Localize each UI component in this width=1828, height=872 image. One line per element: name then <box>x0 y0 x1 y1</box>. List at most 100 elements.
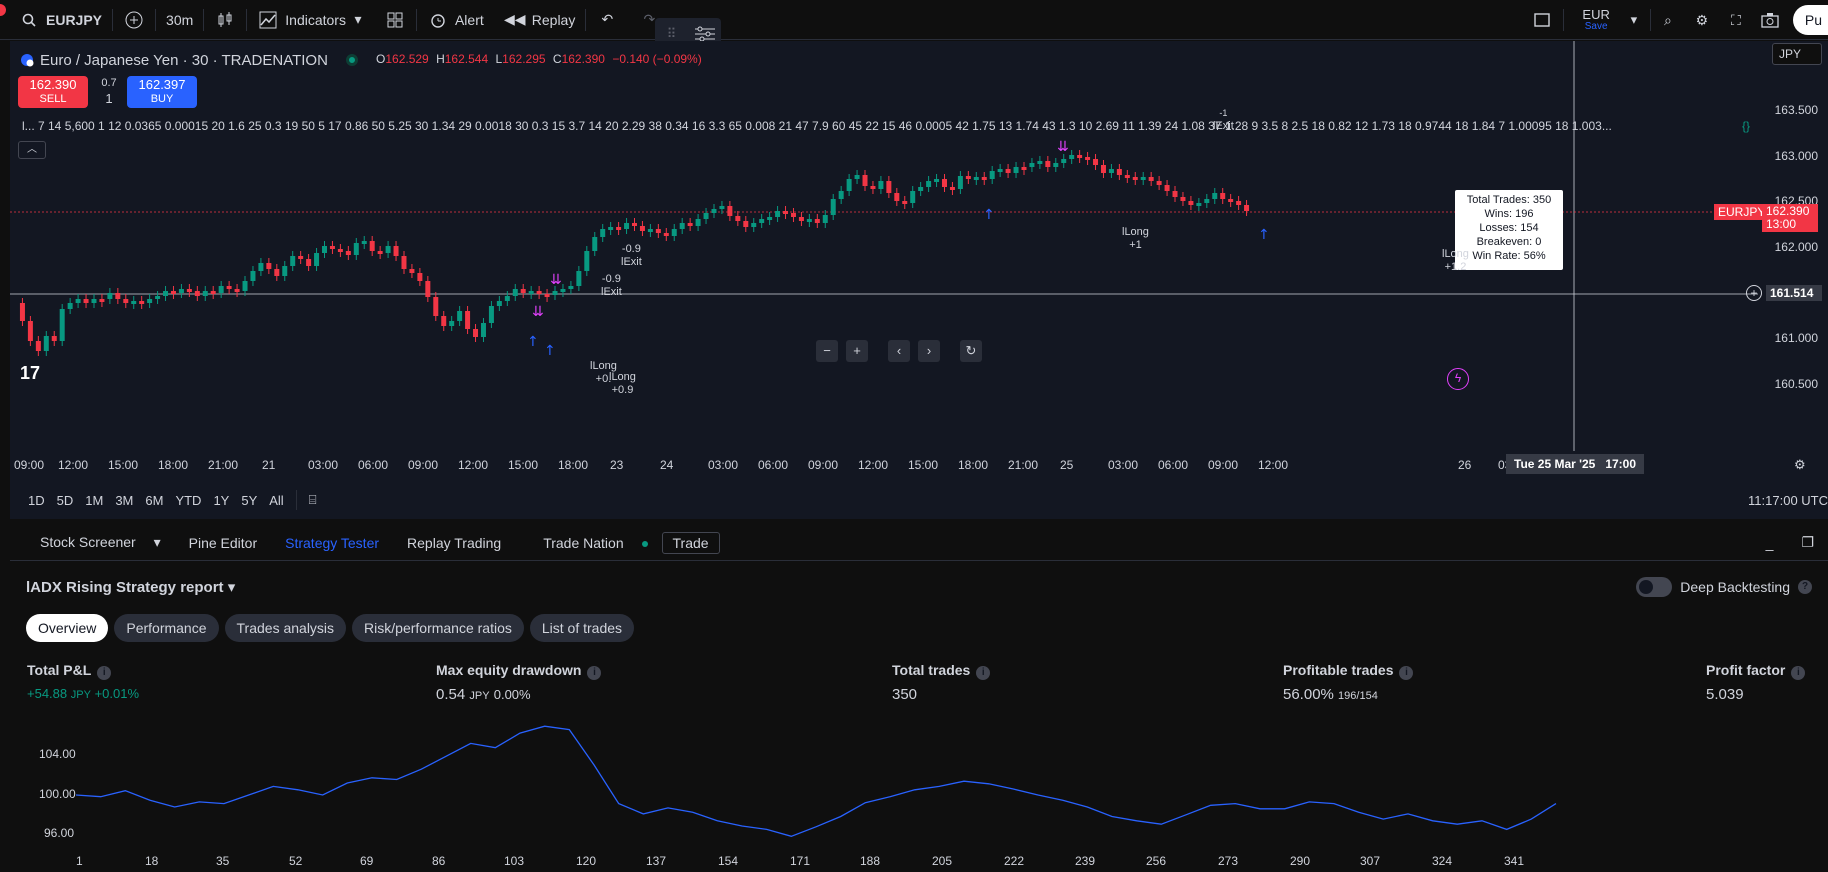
quick-search-button[interactable]: ⌕ <box>1651 0 1685 40</box>
drag-handle-icon[interactable]: ⠿ <box>666 26 677 41</box>
fullscreen-button[interactable]: ⛶ <box>1719 0 1753 40</box>
candle <box>59 309 65 341</box>
time-axis-settings-icon[interactable]: ⚙ <box>1794 457 1806 472</box>
candle <box>679 223 685 229</box>
interval-button[interactable]: 30m <box>166 11 194 28</box>
trade-button[interactable]: Trade <box>661 531 720 554</box>
range-5y[interactable]: 5Y <box>241 492 258 508</box>
candle <box>1021 167 1027 170</box>
crosshair-add-icon[interactable]: + <box>1746 285 1762 301</box>
connection-status-dot <box>641 540 648 547</box>
candle <box>75 299 81 303</box>
info-icon[interactable]: i <box>97 666 112 680</box>
equity-x-label: 1 <box>76 854 83 868</box>
symbol-search-button[interactable]: EURJPY <box>0 0 112 40</box>
range-1m[interactable]: 1M <box>85 492 104 508</box>
time-label: 23 <box>610 458 624 472</box>
range-1d[interactable]: 1D <box>28 492 45 508</box>
info-icon[interactable]: ? <box>1798 580 1812 594</box>
time-label: 09:00 <box>408 458 439 472</box>
maximize-panel-icon[interactable]: ❐ <box>1801 534 1814 550</box>
layout-save-button[interactable]: EUR Save <box>1564 0 1627 40</box>
candle <box>1228 199 1234 202</box>
info-icon[interactable]: i <box>587 666 602 680</box>
gear-icon: ⚙ <box>1695 11 1709 28</box>
info-icon[interactable]: i <box>1791 666 1806 680</box>
reset-chart-button[interactable]: ↻ <box>960 340 982 362</box>
indicators-button[interactable]: Indicators ▾ <box>247 0 374 40</box>
price-level: 161.000 <box>1774 331 1818 345</box>
top-toolbar: EURJPY 30m Indicators ▾ Alert ◀◀ Replay … <box>0 0 1828 50</box>
time-label: 06:00 <box>358 458 389 472</box>
candle <box>735 216 741 221</box>
info-icon[interactable]: i <box>976 666 991 680</box>
scroll-left-button[interactable]: ‹ <box>888 340 910 362</box>
range-1y[interactable]: 1Y <box>213 492 230 508</box>
metric-label: Profit factor i <box>1706 662 1806 680</box>
utc-clock[interactable]: 11:17:00 UTC <box>1748 492 1828 508</box>
price-scale-currency-button[interactable]: JPY <box>1772 43 1822 65</box>
range-5d[interactable]: 5D <box>56 492 74 508</box>
currency-label: EUR <box>1582 7 1610 22</box>
tab-overview[interactable]: Overview <box>26 614 109 642</box>
range-6m[interactable]: 6M <box>145 492 164 508</box>
tab-stock-screener[interactable]: Stock Screener ▾ <box>10 534 175 551</box>
candle <box>814 219 820 223</box>
redo-button[interactable]: ↷ <box>628 0 670 40</box>
minimize-panel-icon[interactable]: _ <box>1765 534 1774 551</box>
collapse-legend-button[interactable]: ︿ <box>18 141 46 159</box>
tab-trade-nation[interactable]: Trade Nation <box>515 535 661 551</box>
tab-trades-analysis[interactable]: Trades analysis <box>224 614 347 642</box>
time-axis[interactable]: 09:00 12:00 15:00 18:00 21:00 21 03:00 06:00 09:… <box>10 451 1828 481</box>
quantity-value[interactable]: 1 <box>105 91 113 106</box>
candle <box>107 293 113 299</box>
info-icon[interactable]: i <box>1399 666 1414 680</box>
chart-pane[interactable]: Euro / Japanese Yen · 30 · TRADENATION O… <box>10 41 1828 481</box>
snapshot-button[interactable] <box>1753 0 1787 40</box>
go-to-date-icon[interactable]: ⌸ <box>308 492 317 507</box>
zoom-out-button[interactable]: − <box>816 340 838 362</box>
fullscreen-toggle-button[interactable] <box>1521 0 1563 40</box>
range-ytd[interactable]: YTD <box>175 492 202 508</box>
indicator-settings-icon[interactable]: {} <box>1742 119 1751 133</box>
candle <box>274 269 280 276</box>
compare-symbol-button[interactable] <box>113 0 155 40</box>
candle <box>194 291 200 296</box>
range-3m[interactable]: 3M <box>115 492 134 508</box>
candle <box>186 289 192 292</box>
equity-x-label: 239 <box>1075 854 1096 868</box>
chart-type-button[interactable] <box>204 0 246 40</box>
equity-curve-chart[interactable] <box>10 720 1818 868</box>
events-lightning-icon[interactable]: ϟ <box>1447 368 1469 390</box>
zoom-in-button[interactable]: + <box>846 340 868 362</box>
tab-list-of-trades[interactable]: List of trades <box>529 614 635 642</box>
settings-button[interactable]: ⚙ <box>1685 0 1719 40</box>
price-chart[interactable]: ↑ ↑ ⇊ ⇊ ↑ ⇊ ↑ <box>10 41 1758 451</box>
tab-pine-editor[interactable]: Pine Editor <box>188 534 258 551</box>
scroll-right-button[interactable]: › <box>918 340 940 362</box>
price-scale[interactable]: 163.500 163.000 162.500 162.000 161.000 … <box>1758 41 1828 451</box>
buy-button[interactable]: 162.397 BUY <box>127 76 197 108</box>
range-all[interactable]: All <box>269 492 284 508</box>
publish-button[interactable]: Pu <box>1792 5 1828 35</box>
chevron-down-icon[interactable]: ▾ <box>1630 12 1638 27</box>
alert-button[interactable]: Alert <box>417 0 494 40</box>
exit-text: lExit <box>621 256 642 268</box>
replay-button[interactable]: ◀◀ Replay <box>494 0 586 40</box>
tab-risk-ratios[interactable]: Risk/performance ratios <box>352 614 524 642</box>
undo-button[interactable]: ↶ <box>586 0 628 40</box>
last-price-countdown: 13:00 <box>1766 217 1797 231</box>
sell-button[interactable]: 162.390 SELL <box>18 76 88 108</box>
candle <box>592 237 598 251</box>
tab-replay-trading[interactable]: Replay Trading <box>407 534 502 551</box>
candle <box>584 251 590 271</box>
deep-backtesting-toggle[interactable]: Deep Backtesting ? <box>1636 577 1812 597</box>
toggle-switch[interactable] <box>1636 577 1673 597</box>
tab-performance[interactable]: Performance <box>114 614 219 642</box>
candle <box>1077 155 1083 158</box>
layouts-button[interactable] <box>374 0 416 40</box>
report-title[interactable]: lADX Rising Strategy report ▾ <box>26 578 235 596</box>
divider <box>112 8 114 31</box>
equity-line <box>75 725 1557 837</box>
tab-strategy-tester[interactable]: Strategy Tester <box>285 534 380 551</box>
